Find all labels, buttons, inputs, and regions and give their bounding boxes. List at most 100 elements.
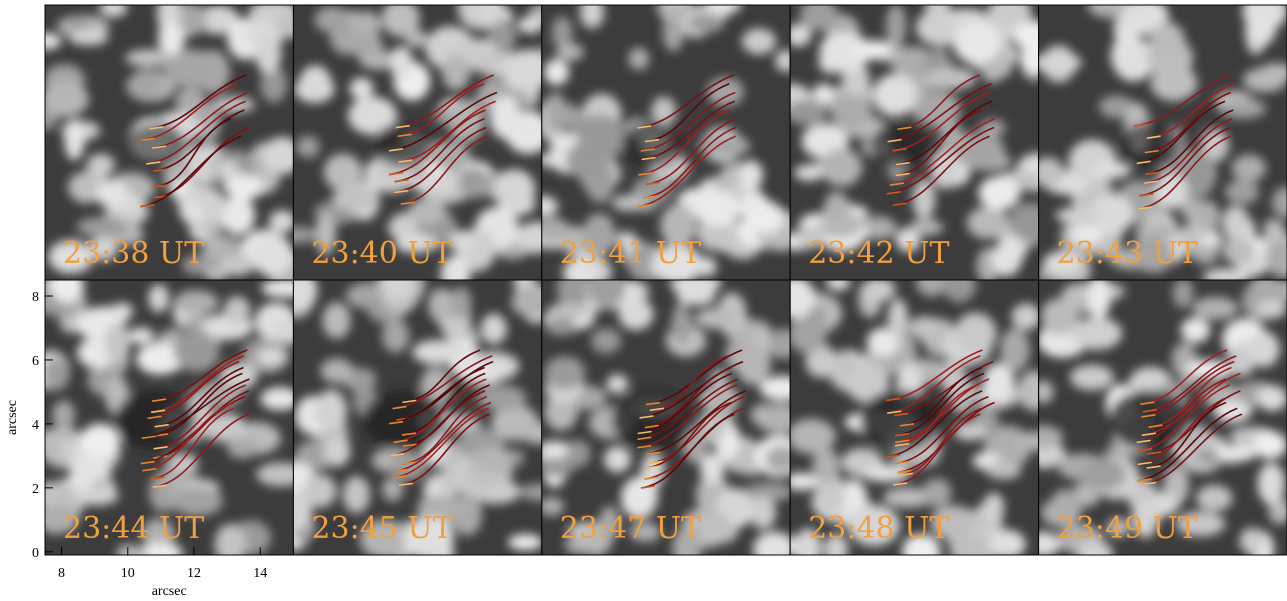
granule: [1196, 484, 1233, 512]
granule: [488, 18, 517, 54]
fibril: [396, 360, 494, 421]
granule: [1215, 444, 1257, 462]
granule: [320, 358, 354, 384]
granule: [261, 280, 294, 298]
granule: [68, 453, 112, 481]
granule: [442, 54, 470, 91]
granule: [545, 317, 576, 336]
granule: [766, 328, 791, 359]
fibril: [393, 401, 492, 473]
granule: [790, 99, 827, 125]
granule: [883, 487, 933, 508]
fibril-foot: [151, 398, 167, 403]
fibril-foot: [140, 460, 155, 465]
granule: [1069, 364, 1114, 391]
granule: [739, 160, 763, 191]
granule: [1038, 425, 1063, 449]
fibril: [638, 109, 730, 176]
granulation: [293, 5, 542, 280]
granule: [720, 490, 749, 521]
fibril: [895, 100, 993, 166]
granule: [1083, 457, 1126, 491]
granule: [930, 505, 977, 541]
granule: [663, 13, 684, 52]
granule: [382, 477, 404, 502]
granule: [855, 40, 892, 61]
granule: [1038, 380, 1054, 404]
granule: [403, 516, 454, 555]
fibril: [1137, 135, 1232, 210]
fibril: [1145, 109, 1234, 176]
granule: [1180, 317, 1211, 343]
pore: [1108, 390, 1189, 450]
granule: [795, 224, 826, 249]
fibril-foot: [151, 145, 167, 149]
granule: [544, 393, 578, 431]
granule: [916, 280, 948, 297]
granule: [1038, 157, 1065, 187]
fibril-foot: [393, 439, 408, 444]
fibril: [142, 401, 235, 472]
fibril-foot: [640, 148, 655, 152]
granule: [224, 174, 264, 200]
granule: [895, 227, 921, 252]
granule: [988, 529, 1026, 555]
fibril: [389, 109, 486, 176]
granule: [76, 216, 128, 238]
fibril-foot: [388, 420, 404, 425]
granule: [1090, 193, 1134, 236]
fibril: [640, 91, 736, 152]
granule: [1247, 330, 1280, 368]
granule: [95, 180, 130, 208]
granule: [1077, 540, 1113, 555]
fibril-foot: [887, 138, 902, 143]
fibril: [895, 395, 989, 465]
granule: [909, 219, 944, 236]
granule: [790, 535, 802, 555]
granule: [166, 49, 216, 89]
granule: [845, 363, 890, 404]
fibril: [1141, 360, 1235, 418]
fibril-foot: [895, 161, 910, 166]
fibril-foot: [394, 189, 409, 194]
granule: [736, 342, 771, 386]
fibril: [1136, 378, 1227, 444]
granule: [794, 164, 824, 181]
fibril-foot: [649, 407, 664, 412]
fibril-foot: [141, 435, 156, 440]
granule: [966, 206, 1009, 240]
granule: [359, 519, 409, 555]
fibril: [153, 372, 243, 437]
granule: [1087, 280, 1111, 320]
fibril: [398, 413, 490, 487]
granule: [211, 96, 256, 114]
granule: [508, 534, 542, 551]
granule: [651, 96, 677, 127]
granule: [660, 204, 697, 248]
fibril-foot: [1133, 123, 1148, 127]
fibril-foot: [398, 159, 413, 163]
granule: [172, 453, 198, 472]
granule: [912, 178, 936, 220]
fibril-foot: [147, 415, 162, 420]
granule: [694, 307, 743, 329]
granule: [872, 73, 918, 117]
granule: [954, 312, 997, 354]
fibril: [1141, 372, 1241, 437]
granule: [799, 5, 838, 31]
pore: [870, 123, 931, 167]
granule: [171, 486, 223, 517]
granule: [221, 195, 256, 236]
granule: [547, 302, 584, 321]
fibril: [898, 407, 982, 477]
granulation: [1038, 280, 1287, 555]
fibril-foot: [1137, 206, 1153, 210]
granule: [749, 495, 777, 530]
granule: [510, 287, 542, 318]
granule: [741, 28, 777, 55]
fibril: [894, 384, 978, 447]
granule: [45, 503, 79, 535]
granule: [260, 387, 294, 411]
granule: [516, 221, 542, 254]
